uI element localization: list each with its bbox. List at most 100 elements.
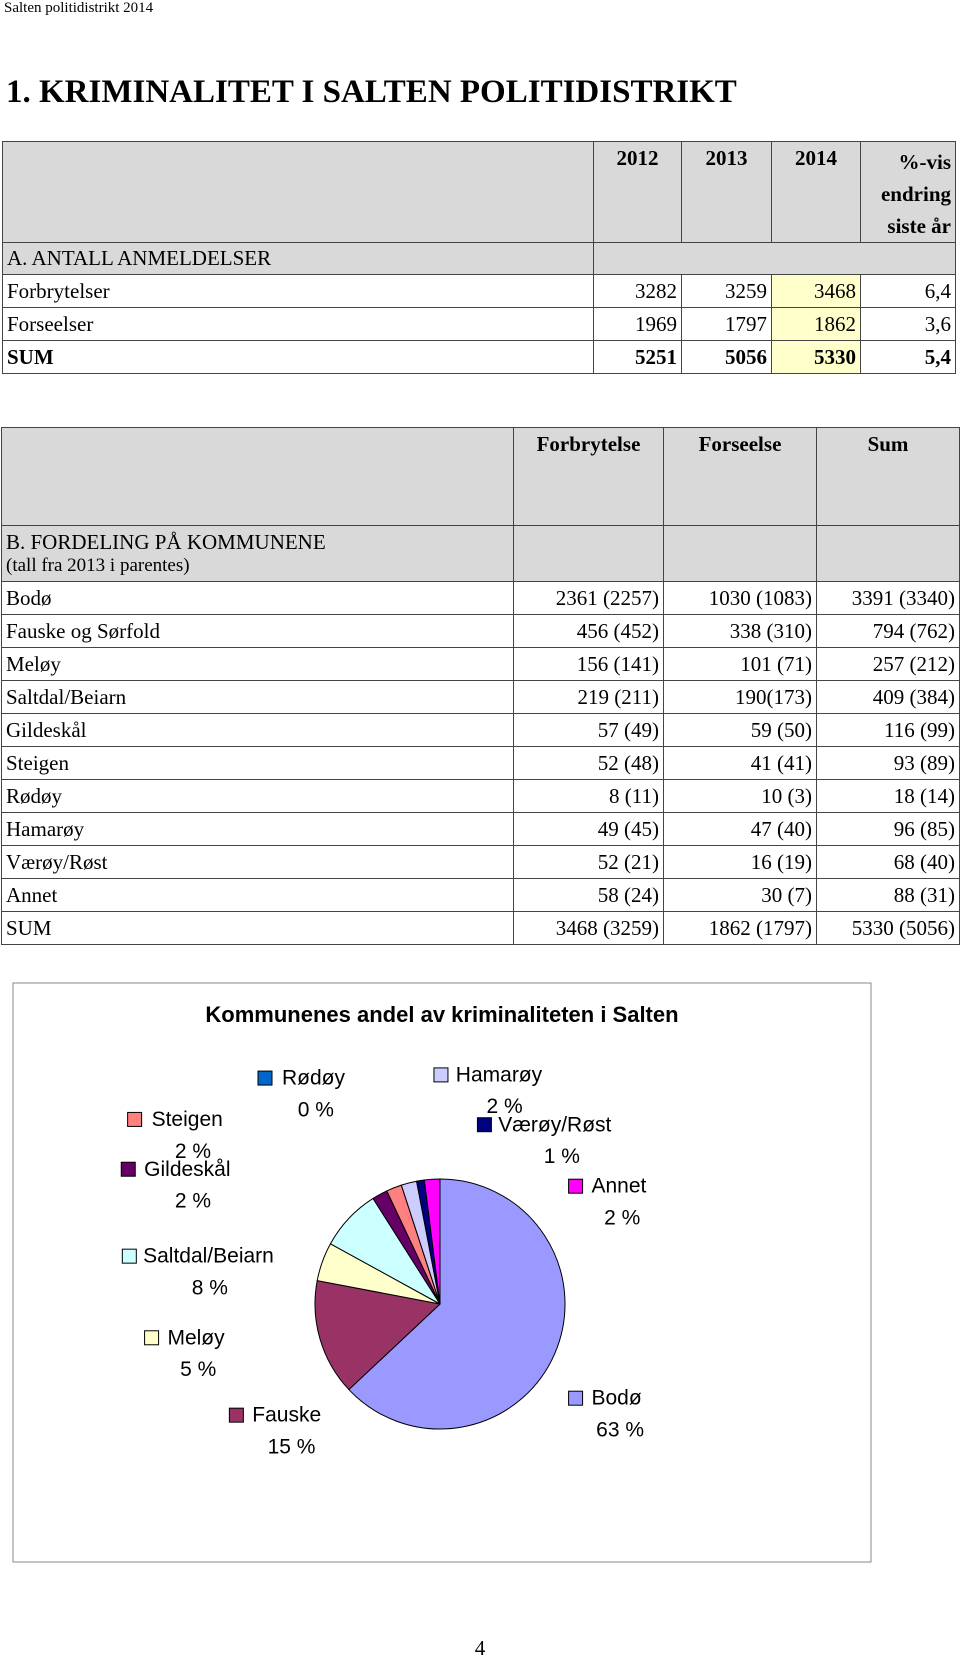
legend-swatch <box>257 1070 273 1086</box>
table-cell: 3391 (3340) <box>816 581 960 615</box>
table-cell: 30 (7) <box>663 878 817 912</box>
table-cell: 456 (452) <box>513 614 664 648</box>
value-label: 1 % <box>544 1145 580 1168</box>
table-cell: 6,4 <box>860 274 956 308</box>
row-label: Hamarøy <box>1 812 514 846</box>
table-row: SUM 5251 5056 5330 5,4 <box>2 340 956 374</box>
header-cell <box>2 141 594 243</box>
row-label: Steigen <box>1 746 514 780</box>
legend-swatch <box>120 1161 136 1177</box>
table-a: 2012 2013 2014 %-vis endring siste år A. ANT… <box>2 141 956 374</box>
table-cell: 156 (141) <box>513 647 664 681</box>
table-cell: 1030 (1083) <box>663 581 817 615</box>
row-label: SUM <box>2 340 594 374</box>
row-label: Gildeskål <box>1 713 514 747</box>
legend-label: Bodø <box>591 1387 641 1410</box>
section-label: A. ANTALL ANMELDELSER <box>2 242 594 275</box>
header-cell <box>816 525 960 582</box>
legend-swatch <box>127 1111 143 1127</box>
table-cell: 5056 <box>681 340 772 374</box>
header-cell <box>663 525 817 582</box>
table-cell: 2361 (2257) <box>513 581 664 615</box>
value-label: 63 % <box>596 1419 644 1442</box>
table-cell: 3,6 <box>860 307 956 341</box>
value-label: 0 % <box>298 1098 334 1121</box>
value-label: 8 % <box>192 1277 228 1300</box>
table-cell: 5330 <box>771 340 861 374</box>
row-label: Saltdal/Beiarn <box>1 680 514 714</box>
row-label: SUM <box>1 911 514 945</box>
table-row: Forseelser 1969 1797 1862 3,6 <box>2 307 956 341</box>
header-cell <box>1 427 514 526</box>
row-label: Forseelser <box>2 307 594 341</box>
table-row: Fauske og Sørfold 456 (452) 338 (310) 794 (… <box>1 614 960 648</box>
value-label: 2 % <box>175 1140 211 1163</box>
legend-label: Rødøy <box>282 1067 346 1090</box>
table-cell: 52 (21) <box>513 845 664 879</box>
row-label: Meløy <box>1 647 514 681</box>
value-label: 5 % <box>180 1358 216 1381</box>
row-label: Fauske og Sørfold <box>1 614 514 648</box>
value-label: 2 % <box>604 1207 640 1230</box>
table-row: Saltdal/Beiarn 219 (211) 190(173) 409 (384) <box>1 680 960 714</box>
row-label: Forbrytelser <box>2 274 594 308</box>
legend-swatch <box>476 1117 492 1133</box>
legend-swatch <box>568 1390 584 1406</box>
pie-slice <box>348 1178 566 1430</box>
table-b: Forbrytelse Forseelse Sum B. FORDELING PÅ K… <box>1 427 960 945</box>
table-row: SUM 3468 (3259) 1862 (1797) 5330 (5056) <box>1 911 960 945</box>
legend-label: Hamarøy <box>456 1063 543 1086</box>
page-number: 4 <box>474 1636 486 1660</box>
legend-label: Gildeskål <box>144 1158 230 1181</box>
section-title: 1. KRIMINALITET I SALTEN POLITIDISTRIKT <box>6 74 737 110</box>
table-row: Forbrytelser 3282 3259 3468 6,4 <box>2 274 956 308</box>
row-label: Rødøy <box>1 779 514 813</box>
table-cell: 3259 <box>681 274 772 308</box>
legend-swatch <box>228 1407 244 1423</box>
legend-label: Værøy/Røst <box>498 1113 611 1136</box>
legend-swatch <box>144 1330 160 1346</box>
table-cell: 5,4 <box>860 340 956 374</box>
table-cell: 794 (762) <box>816 614 960 648</box>
table-cell: 3468 (3259) <box>513 911 664 945</box>
column-header: 2014 <box>771 141 861 243</box>
table-row: Bodø 2361 (2257) 1030 (1083) 3391 (3340) <box>1 581 960 615</box>
row-label: Værøy/Røst <box>1 845 514 879</box>
table-cell: 8 (11) <box>513 779 664 813</box>
section-note: (tall fra 2013 i parentes) <box>6 554 190 576</box>
table-cell: 5251 <box>593 340 682 374</box>
table-cell: 16 (19) <box>663 845 817 879</box>
column-header: 2013 <box>681 141 772 243</box>
table-cell: 190(173) <box>663 680 817 714</box>
table-row: 2012 2013 2014 %-vis endring siste år <box>2 141 956 243</box>
table-cell: 1862 (1797) <box>663 911 817 945</box>
legend-label: Steigen <box>152 1108 223 1131</box>
table-row: Værøy/Røst 52 (21) 16 (19) 68 (40) <box>1 845 960 879</box>
legend-label: Annet <box>591 1175 646 1198</box>
table-cell: 5330 (5056) <box>816 911 960 945</box>
value-label: 15 % <box>268 1436 316 1459</box>
legend-swatch <box>433 1067 449 1083</box>
table-row: Gildeskål 57 (49) 59 (50) 116 (99) <box>1 713 960 747</box>
chart-title: Kommunenes andel av kriminaliteten i Sal… <box>205 1002 678 1027</box>
column-header: Sum <box>816 427 960 526</box>
header-cell <box>513 525 664 582</box>
pie-slice <box>423 1178 441 1305</box>
table-cell: 57 (49) <box>513 713 664 747</box>
table-cell: 49 (45) <box>513 812 664 846</box>
table-cell: 18 (14) <box>816 779 960 813</box>
table-row: Rødøy 8 (11) 10 (3) 18 (14) <box>1 779 960 813</box>
table-row: Hamarøy 49 (45) 47 (40) 96 (85) <box>1 812 960 846</box>
table-row: Meløy 156 (141) 101 (71) 257 (212) <box>1 647 960 681</box>
table-row: B. FORDELING PÅ KOMMUNENE (tall fra 2013 … <box>1 525 960 582</box>
table-cell: 1969 <box>593 307 682 341</box>
value-label: 2 % <box>175 1190 211 1213</box>
table-cell: 47 (40) <box>663 812 817 846</box>
header-cell <box>593 242 956 275</box>
legend-label: Saltdal/Beiarn <box>143 1245 274 1268</box>
table-row: A. ANTALL ANMELDELSER <box>2 242 956 275</box>
column-header: 2012 <box>593 141 682 243</box>
legend-swatch <box>121 1248 137 1264</box>
